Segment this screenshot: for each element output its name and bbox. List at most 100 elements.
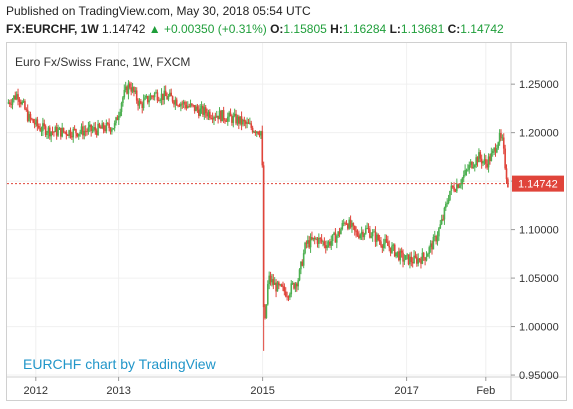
- candle-body: [152, 96, 155, 98]
- candle-body: [117, 115, 120, 121]
- candle-body: [290, 283, 293, 295]
- candle-body: [286, 296, 288, 298]
- candle-body: [18, 99, 21, 102]
- candle-body: [79, 131, 81, 134]
- candle-body: [300, 261, 302, 270]
- candle-body: [324, 245, 327, 249]
- candle-body: [330, 241, 333, 246]
- candle-body: [363, 233, 366, 238]
- grid-lines: [7, 43, 511, 377]
- candle-body: [153, 93, 156, 98]
- candle-body: [33, 122, 36, 125]
- candle-body: [458, 185, 461, 188]
- candle-body: [369, 229, 371, 238]
- candle-body: [185, 104, 188, 109]
- candle-body: [64, 131, 66, 133]
- candle-body: [340, 229, 342, 235]
- candle-body: [40, 131, 43, 132]
- open-value: 1.15805: [283, 22, 327, 36]
- candle-body: [471, 161, 473, 169]
- candle-body: [293, 283, 295, 289]
- candle-body: [420, 260, 422, 264]
- candle-body: [268, 275, 270, 285]
- candle-body: [253, 131, 255, 133]
- candle-body: [7, 102, 10, 104]
- candle-body: [425, 256, 428, 261]
- candle-body: [413, 255, 415, 264]
- candle-body: [140, 101, 142, 104]
- candle-body: [215, 115, 218, 118]
- candle-body: [37, 126, 40, 128]
- candle-body: [478, 152, 480, 163]
- candle-body: [220, 110, 222, 122]
- candle-body: [88, 124, 91, 128]
- candle-body: [500, 132, 502, 138]
- candle-body: [353, 225, 356, 231]
- candle-body: [222, 110, 225, 120]
- candle-body: [214, 116, 217, 118]
- candle-body: [382, 243, 385, 248]
- candle-body: [307, 240, 309, 244]
- candle-body: [472, 166, 475, 169]
- candle-body: [435, 236, 437, 242]
- candle-body: [453, 187, 455, 191]
- candle-body: [192, 104, 195, 106]
- close-label: C:: [447, 22, 461, 36]
- chart-frame[interactable]: 1.250001.200001.150001.100001.050001.000…: [6, 42, 567, 401]
- candle-body: [221, 110, 224, 122]
- candle-body: [421, 252, 424, 264]
- candle-body: [240, 116, 243, 125]
- candle-body: [195, 106, 197, 112]
- candle-body: [53, 131, 55, 133]
- candle-body: [235, 113, 237, 124]
- candle-body: [149, 95, 152, 101]
- candle-body: [22, 101, 25, 102]
- candle-body: [312, 237, 315, 240]
- candle-body: [50, 131, 52, 137]
- candle-body: [287, 296, 290, 298]
- candle-body: [217, 115, 219, 120]
- y-tick-label: 1.20000: [519, 128, 559, 140]
- candle-body: [54, 127, 57, 133]
- candle-body: [289, 294, 291, 298]
- candle-body: [31, 118, 33, 120]
- candle-body: [370, 236, 373, 238]
- candle-body: [32, 119, 35, 123]
- candle-body: [184, 101, 186, 105]
- chart-watermark: EURCHF chart by TradingView: [23, 356, 217, 372]
- candle-body: [494, 147, 497, 153]
- candle-body: [191, 103, 193, 105]
- candle-body: [13, 95, 15, 100]
- candle-body: [124, 86, 127, 90]
- candle-body: [315, 238, 317, 240]
- candle-body: [450, 185, 453, 191]
- candle-body: [226, 116, 229, 122]
- candle-body: [295, 283, 298, 287]
- candle-body: [182, 101, 185, 104]
- candle-body: [502, 137, 505, 149]
- candle-body: [473, 165, 476, 167]
- candle-body: [371, 231, 374, 237]
- candle-body: [47, 127, 50, 134]
- candle-body: [429, 243, 432, 248]
- candle-body: [115, 117, 117, 124]
- candle-body: [322, 241, 324, 243]
- candle-body: [46, 133, 48, 136]
- candle-body: [171, 96, 174, 102]
- candle-body: [244, 121, 247, 124]
- candle-body: [199, 108, 201, 116]
- candle-body: [305, 242, 308, 244]
- candle-body: [279, 284, 282, 286]
- candle-body: [105, 122, 108, 132]
- candle-body: [349, 219, 352, 228]
- candle-body: [29, 114, 32, 119]
- candle-body: [304, 242, 306, 254]
- candle-body: [28, 114, 30, 121]
- candle-body: [200, 105, 203, 109]
- price-chart[interactable]: 1.250001.200001.150001.100001.050001.000…: [7, 43, 566, 400]
- candle-body: [358, 235, 360, 238]
- candle-body: [362, 231, 364, 238]
- candle-body: [116, 117, 119, 121]
- candle-body: [424, 257, 426, 261]
- candle-body: [414, 255, 417, 258]
